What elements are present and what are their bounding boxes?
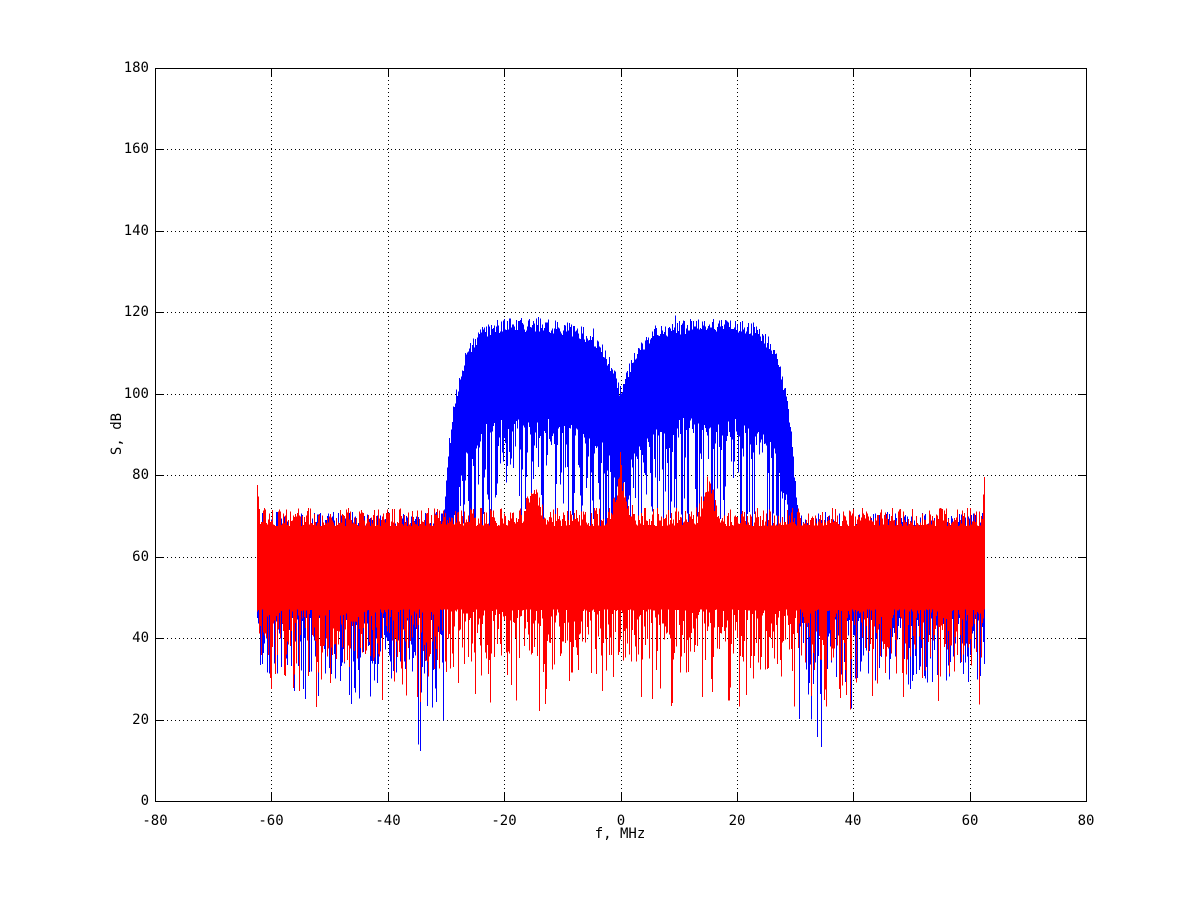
y-tick-label: 180 (123, 60, 149, 76)
x-tick-label: 40 (844, 813, 862, 829)
y-tick-label: 40 (132, 630, 149, 646)
x-tick-label: 0 (616, 813, 626, 829)
y-axis-label: S, dB (109, 412, 125, 456)
y-tick-label: 80 (132, 467, 149, 483)
x-tick-label: 60 (961, 813, 979, 829)
y-tick-label: 20 (132, 712, 149, 728)
x-axis-label: f, MHz (594, 826, 646, 842)
tick-marks (155, 68, 1087, 802)
x-tick-label: -60 (258, 813, 284, 829)
y-tick-label: 160 (123, 141, 149, 157)
y-tick-label: 100 (123, 386, 149, 402)
series-noise-spectrum (257, 452, 985, 711)
x-tick-label: -80 (142, 813, 168, 829)
y-tick-label: 140 (123, 223, 149, 239)
x-tick-label: 80 (1077, 813, 1095, 829)
x-tick-label: 20 (728, 813, 746, 829)
x-tick-label: -40 (375, 813, 401, 829)
y-tick-label: 0 (140, 793, 149, 809)
y-tick-label: 120 (123, 304, 149, 320)
y-tick-label: 60 (132, 549, 149, 565)
x-tick-label: -20 (491, 813, 517, 829)
